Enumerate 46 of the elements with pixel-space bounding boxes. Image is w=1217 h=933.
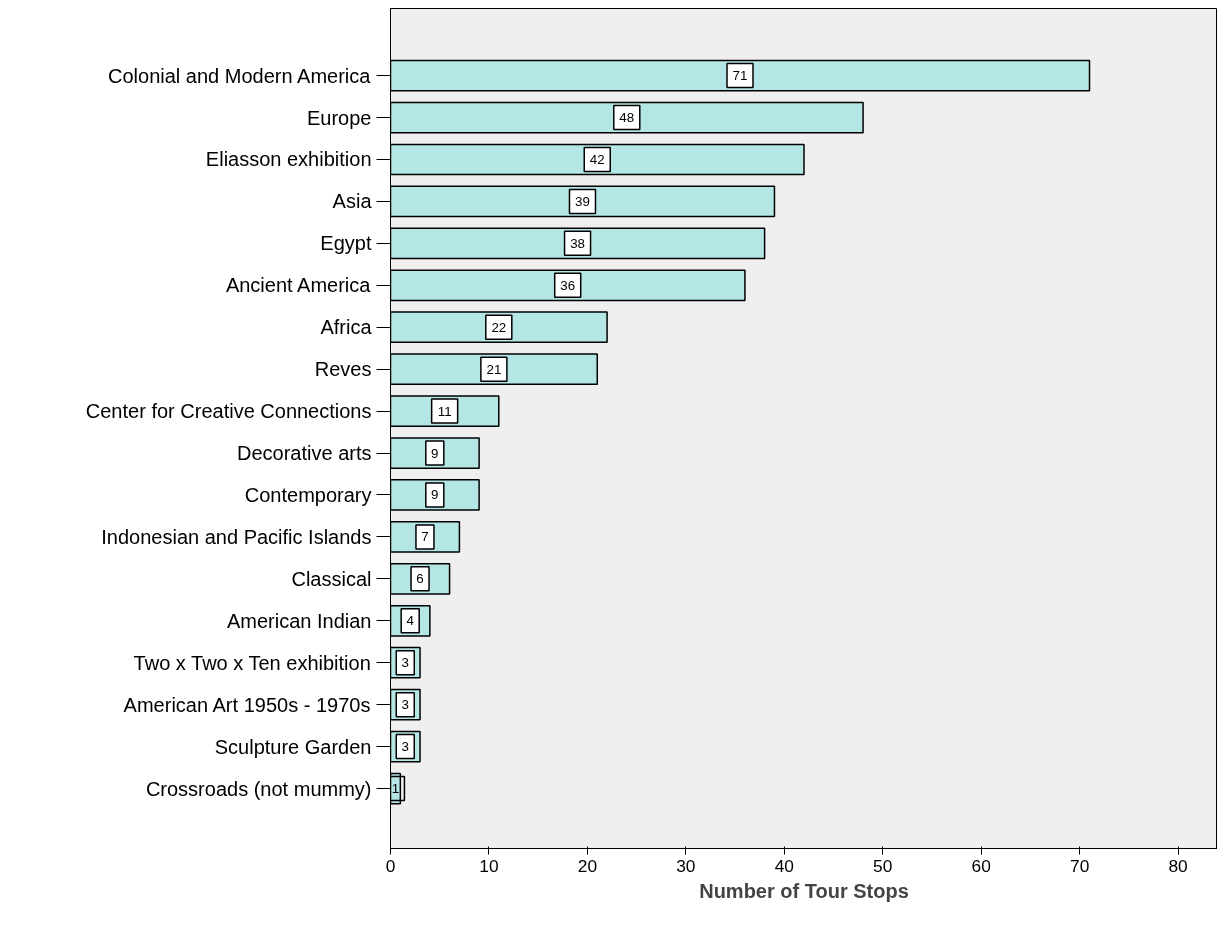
y-tick-label: Colonial and Modern America	[108, 64, 372, 87]
data-label: 3	[401, 739, 409, 755]
y-tick-label: Ancient America	[225, 274, 372, 297]
data-label: 21	[486, 361, 502, 377]
y-tick-label: Reves	[314, 358, 372, 381]
y-tick-label: American Indian	[226, 609, 372, 632]
x-tick-label: 20	[577, 855, 598, 876]
data-label: 38	[570, 235, 585, 251]
x-tick-label: 30	[676, 855, 696, 876]
x-axis-title: Number of Tour Stops	[699, 879, 909, 902]
y-tick-label: Two x Two x Ten exhibition	[133, 651, 371, 674]
y-tick-label: Center for Creative Connections	[85, 400, 372, 423]
y-tick-label: Sculpture Garden	[214, 735, 372, 758]
y-tick-label: Classical	[291, 567, 372, 590]
data-label: 3	[401, 655, 409, 671]
data-label: 6	[416, 571, 424, 587]
y-tick-label: Asia	[332, 190, 373, 213]
y-tick-label: Africa	[320, 316, 373, 339]
x-tick-label: 50	[873, 855, 893, 876]
data-label: 11	[437, 403, 452, 419]
x-tick-label: 80	[1168, 855, 1188, 876]
x-tick-label: 10	[479, 855, 499, 876]
data-label: 3	[401, 697, 409, 713]
data-label: 7	[421, 529, 429, 545]
y-tick-label: Decorative arts	[237, 442, 372, 465]
data-label: 9	[431, 487, 439, 503]
y-tick-label: Crossroads (not mummy)	[145, 777, 372, 800]
y-tick-label: Indonesian and Pacific Islands	[101, 525, 372, 548]
data-label: 22	[491, 319, 507, 335]
y-tick-label: Contemporary	[244, 483, 372, 506]
data-label: 1	[391, 781, 400, 797]
y-tick-label: Egypt	[320, 232, 372, 255]
y-tick-label: American Art 1950s - 1970s	[123, 693, 371, 716]
x-tick-label: 70	[1070, 855, 1090, 876]
data-label: 48	[619, 110, 635, 126]
data-label: 71	[732, 68, 748, 84]
x-tick-label: 40	[774, 855, 794, 876]
data-label: 39	[575, 193, 590, 209]
y-tick-label: Europe	[307, 106, 372, 129]
data-label: 42	[589, 151, 605, 167]
y-tick-label: Eliasson exhibition	[205, 148, 372, 171]
x-tick-label: 0	[385, 855, 396, 876]
data-label: 36	[560, 277, 576, 293]
x-tick-label: 60	[971, 855, 991, 876]
data-label: 4	[406, 613, 415, 629]
data-label: 9	[431, 445, 439, 461]
